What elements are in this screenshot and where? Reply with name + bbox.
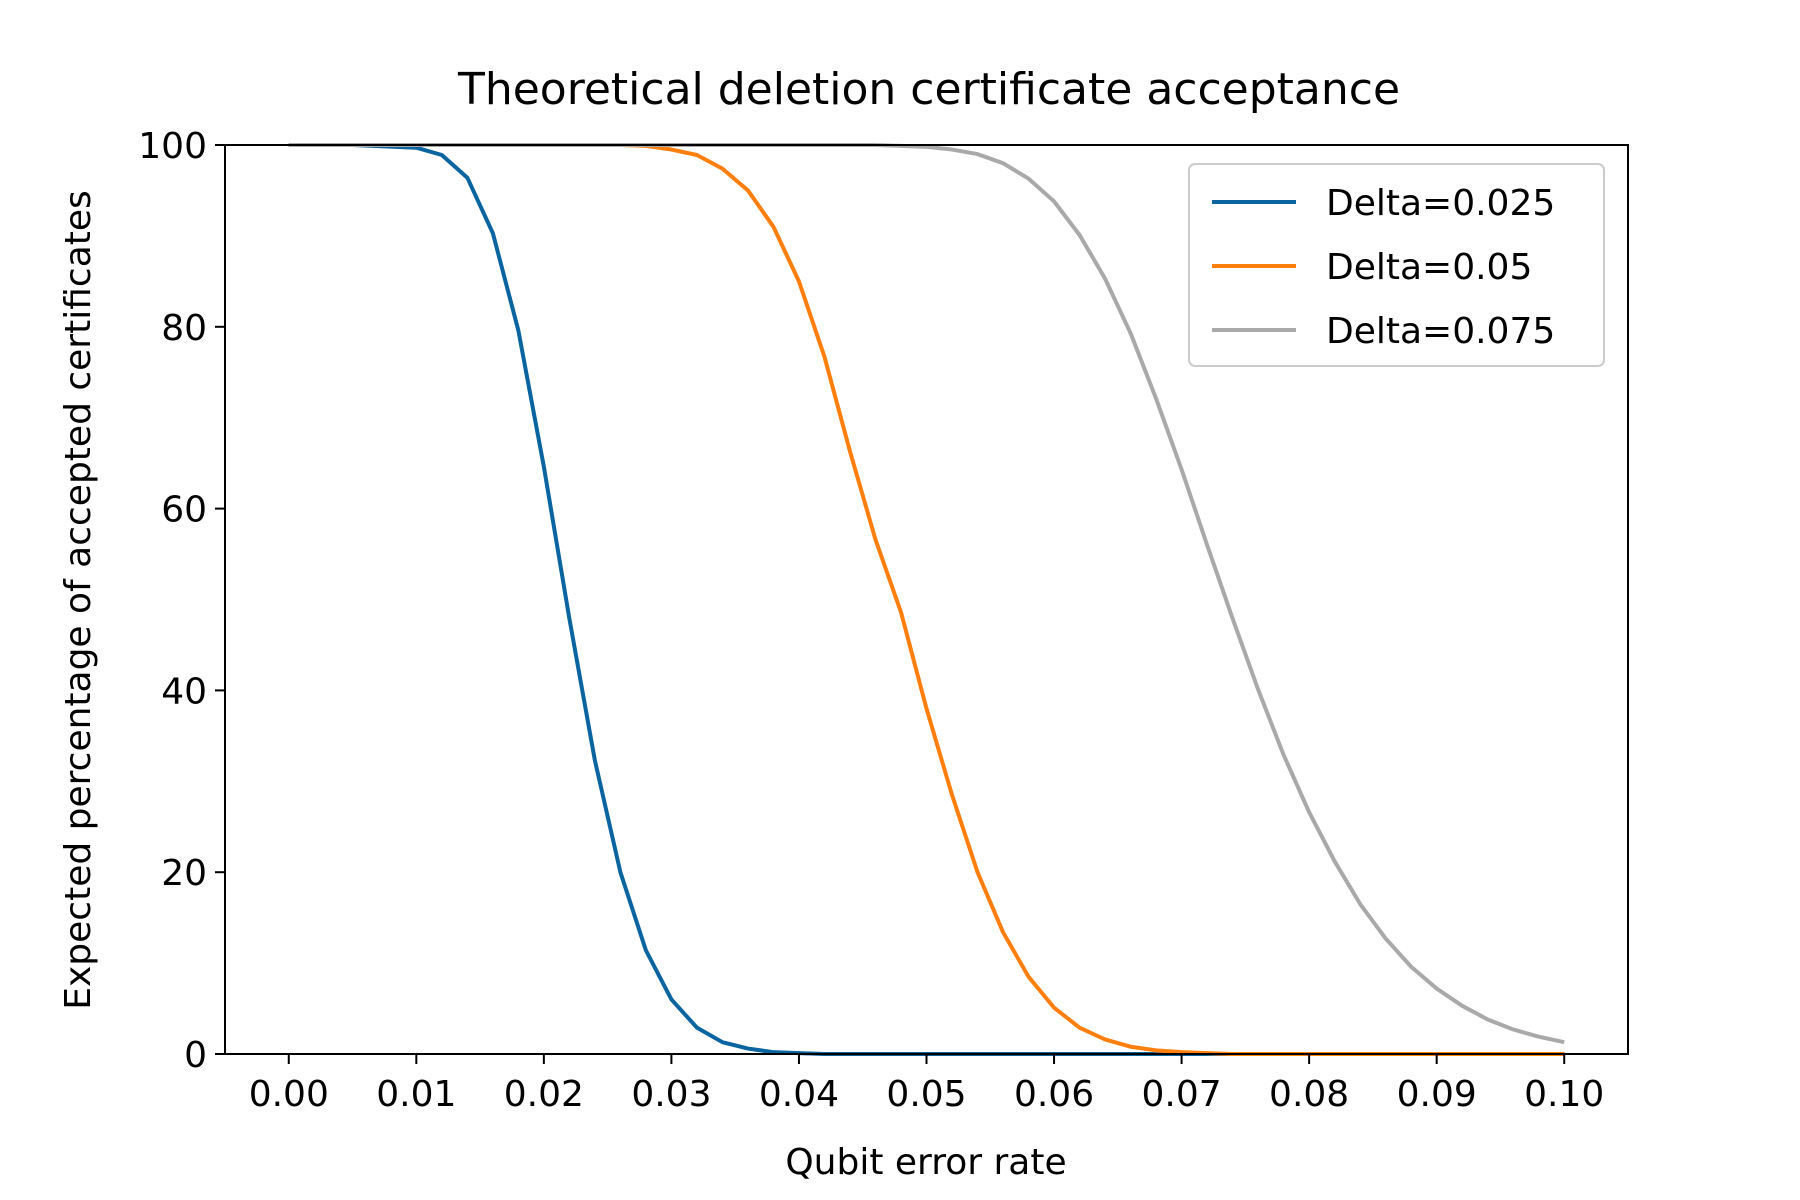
y-axis-label: Expected percentage of accepted certific… (58, 190, 99, 1010)
y-tick-label: 20 (161, 853, 207, 894)
x-axis-label: Qubit error rate (785, 1142, 1066, 1183)
x-tick-label: 0.01 (376, 1074, 456, 1115)
y-tick-label: 60 (161, 490, 207, 531)
legend-box (1188, 163, 1605, 367)
x-tick-label: 0.10 (1524, 1074, 1604, 1115)
x-tick-label: 0.07 (1142, 1074, 1222, 1115)
legend-label: Delta=0.075 (1326, 311, 1555, 352)
legend-label: Delta=0.05 (1326, 247, 1532, 288)
y-tick-label: 100 (138, 126, 207, 167)
x-tick-label: 0.08 (1269, 1074, 1349, 1115)
x-tick-label: 0.09 (1397, 1074, 1477, 1115)
y-tick-label: 80 (161, 308, 207, 349)
x-tick-label: 0.04 (759, 1074, 839, 1115)
y-tick-label: 40 (161, 671, 207, 712)
y-tick-label: 0 (184, 1035, 207, 1076)
x-tick-label: 0.03 (631, 1074, 711, 1115)
x-tick-label: 0.06 (1014, 1074, 1094, 1115)
x-tick-label: 0.05 (886, 1074, 966, 1115)
y-axis-ticks: 0 20 40 60 80 100 (138, 126, 225, 1076)
x-axis-ticks: 0.00 0.01 0.02 0.03 0.04 0.05 0.06 0.07 0.08 0.09… (249, 1054, 1604, 1115)
plot-frame (224, 144, 1629, 1055)
x-tick-label: 0.00 (249, 1074, 329, 1115)
chart-title: Theoretical deletion certificate accepta… (457, 64, 1400, 115)
x-tick-label: 0.02 (504, 1074, 584, 1115)
legend: Delta=0.025 Delta=0.05 Delta=0.075 (1188, 163, 1605, 367)
legend-label: Delta=0.025 (1326, 183, 1555, 224)
